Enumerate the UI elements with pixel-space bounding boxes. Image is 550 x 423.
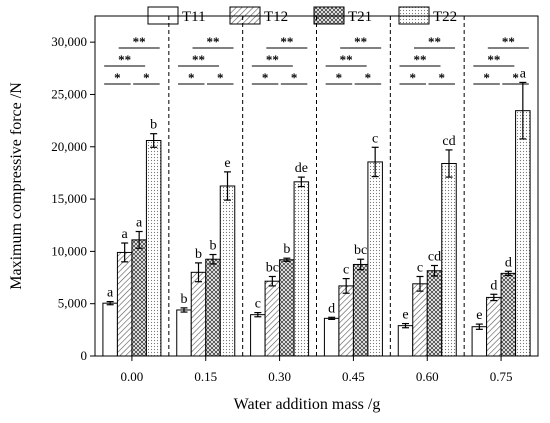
y-tick-label: 0 (81, 348, 88, 363)
bar (338, 285, 354, 357)
significance-letter: b (150, 118, 157, 133)
bar (176, 309, 192, 357)
significance-letter: a (122, 227, 129, 242)
y-tick-label: 10,000 (51, 243, 87, 258)
bar (293, 181, 310, 357)
significance-mark: ** (192, 52, 205, 67)
x-axis-title: Water addition mass /g (234, 396, 381, 413)
significance-mark: * (291, 70, 298, 85)
y-tick-label: 30,000 (51, 34, 87, 49)
significance-letter: b (181, 292, 188, 307)
significance-letter: bc (266, 260, 279, 275)
bar (250, 314, 266, 357)
significance-mark: ** (280, 34, 293, 49)
legend-label: T11 (182, 9, 206, 25)
bar (219, 185, 236, 357)
x-tick-label: 0.00 (121, 369, 144, 384)
significance-mark: ** (266, 52, 279, 67)
significance-letter: c (417, 260, 423, 275)
bar (515, 110, 531, 357)
bar (412, 283, 428, 357)
significance-mark: * (188, 70, 195, 85)
bar (323, 317, 340, 357)
x-tick-label: 0.15 (194, 369, 217, 384)
bar (397, 325, 414, 357)
bar (116, 251, 133, 357)
significance-mark: ** (207, 34, 220, 49)
significance-mark: ** (118, 52, 131, 67)
significance-letter: a (136, 216, 143, 231)
y-tick-label: 15,000 (51, 191, 87, 206)
significance-mark: ** (340, 52, 353, 67)
significance-mark: * (217, 70, 224, 85)
significance-mark: * (143, 70, 150, 85)
y-tick-label: 5,000 (58, 296, 87, 311)
plot-area: 0 5,000 10,000 15,000 20,000 25,000 30,000 0.00… (51, 15, 539, 384)
significance-letter: d (490, 278, 497, 293)
significance-letter: e (402, 308, 408, 323)
significance-mark: * (336, 70, 343, 85)
significance-mark: ** (133, 34, 146, 49)
bar (500, 272, 517, 357)
legend-label: T21 (348, 9, 372, 25)
x-tick-label: 0.30 (268, 369, 291, 384)
significance-letter: c (255, 297, 261, 312)
significance-letter: e (224, 156, 230, 171)
significance-mark: ** (502, 34, 515, 49)
significance-letter: b (283, 242, 290, 257)
bar (131, 239, 147, 357)
bar (352, 263, 369, 357)
significance-mark: * (439, 70, 446, 85)
y-tick-label: 20,000 (51, 139, 87, 154)
bar (279, 259, 295, 357)
significance-mark: * (512, 70, 519, 85)
significance-letter: e (476, 308, 482, 323)
significance-letter: a (520, 66, 527, 81)
significance-letter: c (343, 263, 349, 278)
significance-letter: c (372, 131, 378, 146)
significance-letter: d (505, 255, 512, 270)
significance-mark: ** (428, 34, 441, 49)
significance-letter: a (107, 286, 114, 301)
significance-letter: bc (354, 243, 367, 258)
bar (264, 280, 281, 357)
bar (367, 161, 383, 357)
significance-letter: b (195, 247, 202, 262)
significance-mark: * (114, 70, 121, 85)
significance-mark: * (483, 70, 490, 85)
bar (205, 258, 221, 357)
bar (426, 270, 443, 357)
y-tick-label: 25,000 (51, 86, 87, 101)
x-tick-label: 0.60 (416, 369, 439, 384)
significance-mark: ** (414, 52, 427, 67)
significance-letter: b (210, 239, 217, 254)
bar (190, 271, 207, 357)
significance-letter: de (295, 161, 308, 176)
bar (441, 163, 457, 357)
significance-letter: cd (428, 250, 441, 265)
significance-mark: * (365, 70, 372, 85)
significance-mark: * (410, 70, 417, 85)
bar (145, 139, 162, 357)
bar (471, 326, 488, 357)
significance-mark: * (262, 70, 269, 85)
bar (102, 302, 118, 357)
bar (486, 296, 502, 357)
significance-mark: ** (354, 34, 367, 49)
significance-letter: cd (442, 134, 455, 149)
x-tick-label: 0.75 (490, 369, 513, 384)
legend-label: T12 (264, 9, 288, 25)
y-axis-title: Maximum compressive force /N (8, 82, 25, 290)
significance-letter: d (328, 301, 335, 316)
significance-mark: ** (487, 52, 500, 67)
x-tick-label: 0.45 (342, 369, 365, 384)
legend-label: T22 (433, 9, 457, 25)
